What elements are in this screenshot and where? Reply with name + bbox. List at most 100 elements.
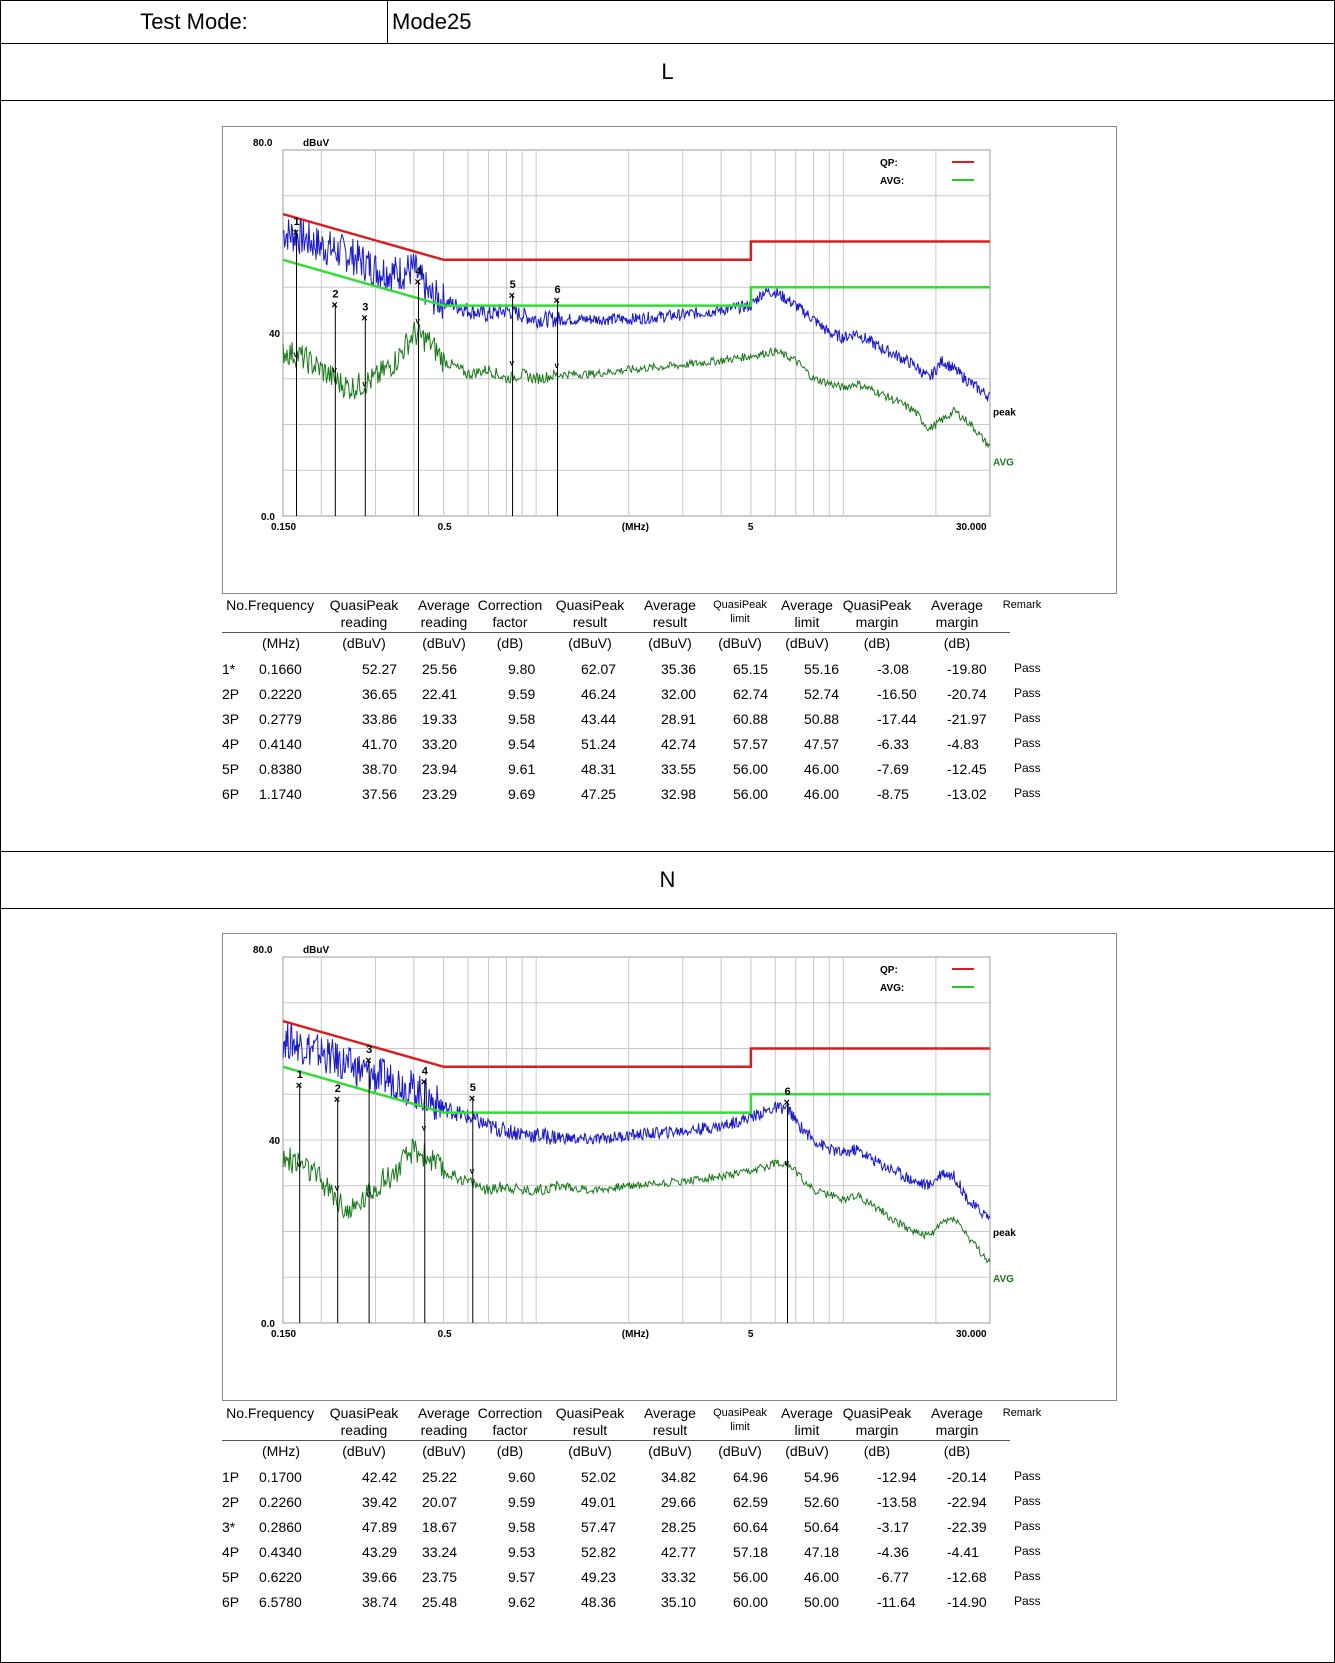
table-cell: 50.88 — [804, 711, 839, 727]
table-cell: 0.4340 — [259, 1544, 302, 1560]
y-tick-mid: 40 — [269, 329, 281, 340]
marker-qp-x: × — [421, 1076, 427, 1088]
table-cell: -13.58 — [877, 1494, 917, 1510]
table-cell: 33.55 — [661, 761, 696, 777]
table-cell: -21.97 — [947, 711, 987, 727]
marker-avg-v: v — [335, 1183, 340, 1192]
marker-avg-v: v — [415, 316, 420, 325]
marker-qp-x: × — [784, 1097, 790, 1109]
table-cell: 36.65 — [362, 686, 397, 702]
marker-number: 2 — [335, 1083, 341, 1095]
marker-number: 3 — [366, 1044, 372, 1056]
column-subheader: factor — [470, 614, 550, 631]
marker-number: 4 — [415, 266, 422, 278]
table-cell: 47.25 — [581, 786, 616, 802]
marker-number: 5 — [470, 1082, 476, 1094]
table-cell: 23.94 — [422, 761, 457, 777]
column-header: Average — [636, 597, 704, 614]
marker-qp-x: × — [293, 227, 299, 239]
table-cell: 25.56 — [422, 661, 457, 677]
column-header: Remark — [992, 597, 1052, 614]
row-number: 5P — [222, 1569, 239, 1585]
section-title-n: N — [660, 867, 676, 893]
column-subheader: reading — [412, 614, 476, 631]
row-number: 2P — [222, 686, 239, 702]
marker-number: 6 — [785, 1086, 791, 1098]
table-cell: 52.02 — [581, 1469, 616, 1485]
legend-label: AVG: — [880, 983, 904, 994]
table-cell: 32.98 — [661, 786, 696, 802]
table-cell: 0.1700 — [259, 1469, 302, 1485]
table-cell: -13.02 — [947, 786, 987, 802]
column-unit: (dBuV) — [636, 1443, 704, 1460]
table-cell: 54.96 — [804, 1469, 839, 1485]
table-cell: Pass — [1014, 686, 1041, 700]
table-cell: 48.36 — [581, 1594, 616, 1610]
peak-trace-label: peak — [993, 407, 1016, 418]
x-axis-label: (MHz) — [622, 1329, 649, 1340]
marker-avg-v: v — [332, 366, 337, 375]
column-subheader: margin — [837, 614, 917, 631]
y-tick-mid: 40 — [269, 1136, 281, 1147]
marker-number: 1 — [297, 1069, 303, 1081]
table-cell: 43.29 — [362, 1544, 397, 1560]
avg-trace-label: AVG — [993, 458, 1014, 469]
marker-avg-v: v — [366, 1190, 371, 1199]
table-cell: 52.60 — [804, 1494, 839, 1510]
marker-number: 2 — [332, 288, 338, 300]
table-cell: 9.57 — [508, 1569, 535, 1585]
table-cell: 34.82 — [661, 1469, 696, 1485]
table-cell: -4.41 — [947, 1544, 979, 1560]
table-cell: 56.00 — [733, 786, 768, 802]
table-cell: 49.01 — [581, 1494, 616, 1510]
table-cell: Pass — [1014, 736, 1041, 750]
table-cell: 46.24 — [581, 686, 616, 702]
row-number: 4P — [222, 736, 239, 752]
column-header: Correction — [470, 597, 550, 614]
column-subheader: reading — [412, 1422, 476, 1439]
table-cell: 46.00 — [804, 786, 839, 802]
column-header: Frequency — [241, 597, 321, 614]
table-cell: 28.25 — [661, 1519, 696, 1535]
column-subheader: result — [550, 614, 630, 631]
legend-label: AVG: — [880, 176, 904, 187]
column-unit: (dBuV) — [636, 635, 704, 652]
section-title-l: L — [661, 59, 673, 85]
marker-qp-x: × — [554, 295, 560, 307]
column-subheader: limit — [706, 1419, 774, 1436]
column-unit: (dB) — [470, 1443, 550, 1460]
x-tick-0150: 0.150 — [271, 1329, 296, 1340]
table-cell: Pass — [1014, 1519, 1041, 1533]
table-cell: 0.2260 — [259, 1494, 302, 1510]
results-table-n: No. Frequency (MHz) QuasiPeak reading (dBuV) A… — [222, 1403, 1122, 1643]
marker-avg-v: v — [297, 1160, 302, 1169]
x-tick-0150: 0.150 — [271, 522, 296, 533]
column-unit: (dBuV) — [550, 1443, 630, 1460]
table-cell: Pass — [1014, 1544, 1041, 1558]
table-cell: 62.74 — [733, 686, 768, 702]
table-cell: 9.60 — [508, 1469, 535, 1485]
column-header: Remark — [992, 1405, 1052, 1422]
table-cell: 35.10 — [661, 1594, 696, 1610]
column-header: QuasiPeak — [837, 1405, 917, 1422]
table-cell: 22.41 — [422, 686, 457, 702]
section-body-n: 80.0 dBuV 40 0.0 0.150 0.5 5 30.000 (MHz) × 1 v × 2 v ×… — [0, 908, 1335, 1663]
column-unit: (dBuV) — [773, 1443, 841, 1460]
column-unit: (dBuV) — [325, 1443, 403, 1460]
y-tick-top: 80.0 — [253, 138, 273, 149]
table-cell: 9.59 — [508, 686, 535, 702]
table-cell: 47.57 — [804, 736, 839, 752]
column-header: Average — [923, 1405, 991, 1422]
row-number: 1* — [222, 661, 235, 677]
marker-number: 4 — [422, 1065, 429, 1077]
table-cell: 38.70 — [362, 761, 397, 777]
row-number: 2P — [222, 1494, 239, 1510]
table-cell: 51.24 — [581, 736, 616, 752]
column-unit: (dB) — [837, 635, 917, 652]
x-axis-label: (MHz) — [622, 522, 649, 533]
table-cell: 60.88 — [733, 711, 768, 727]
column-header: QuasiPeak — [837, 597, 917, 614]
column-subheader: reading — [325, 614, 403, 631]
marker-number: 6 — [555, 284, 561, 296]
